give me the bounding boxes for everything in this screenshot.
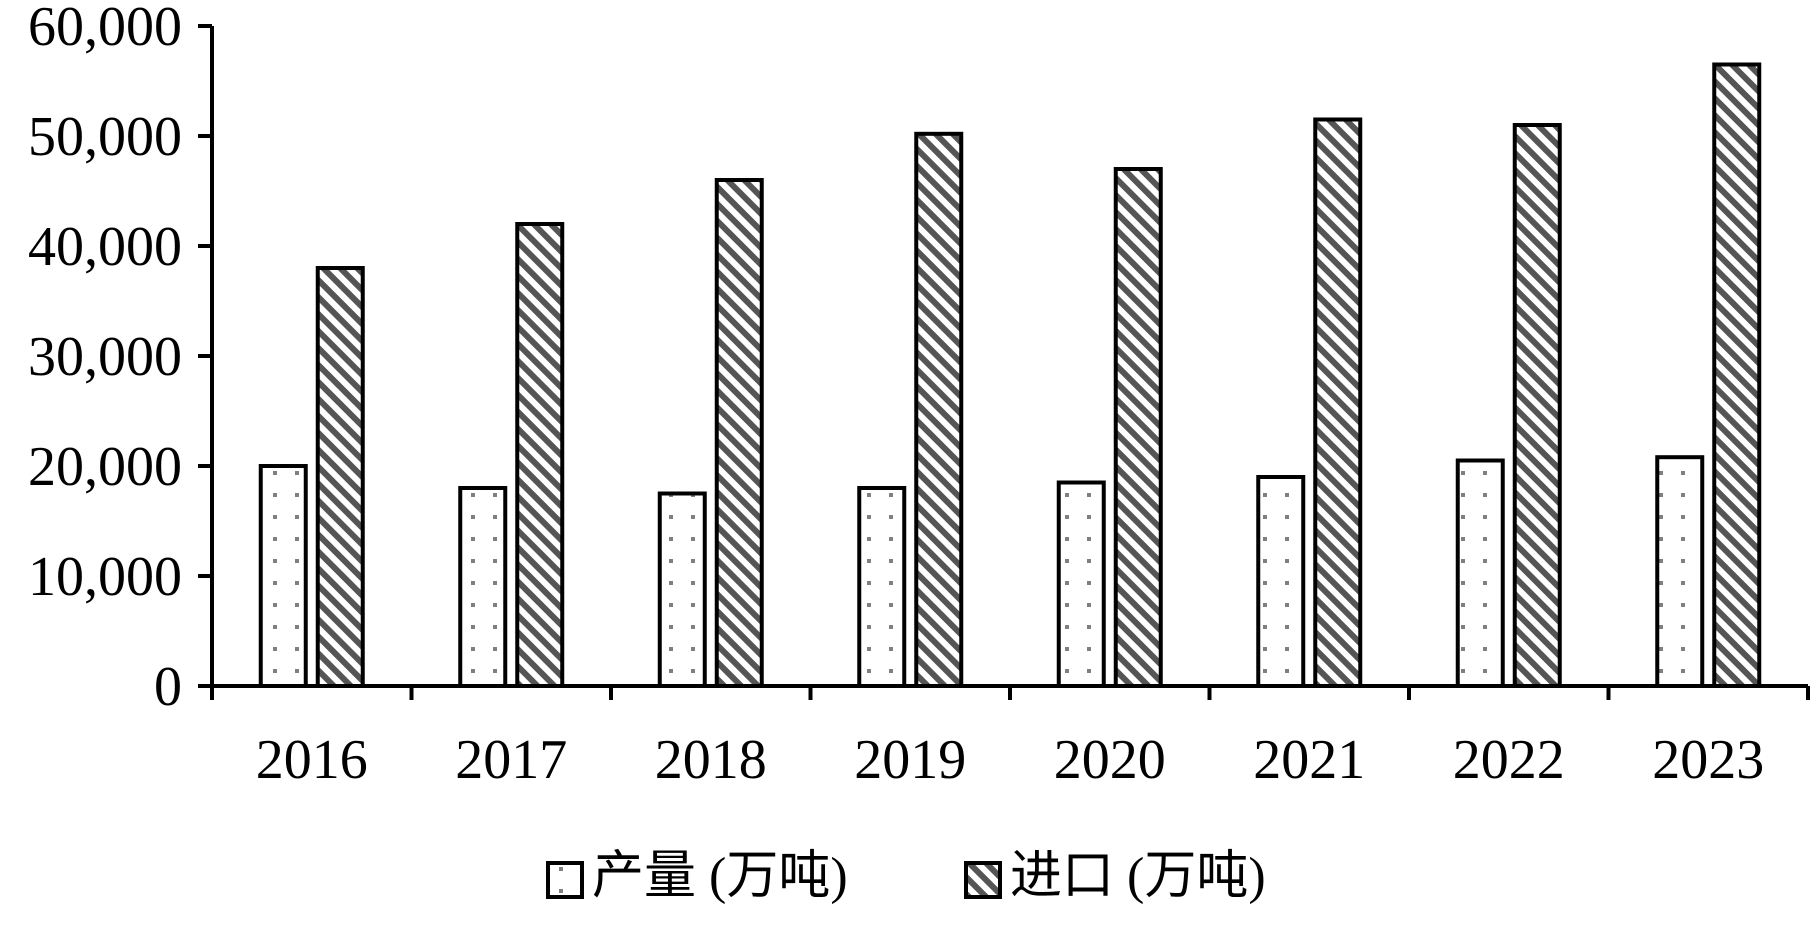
x-tick-label: 2020 (1054, 729, 1166, 791)
legend-swatch (546, 861, 584, 899)
x-tick-label: 2017 (455, 729, 567, 791)
bar-import-2017 (515, 222, 565, 688)
y-tick-label: 50,000 (28, 106, 182, 168)
bar-production-2022 (1455, 458, 1505, 688)
bar-production-2018 (657, 491, 707, 688)
bar-production-2020 (1056, 480, 1106, 688)
bar-import-2023 (1712, 62, 1762, 688)
y-tick-label: 0 (154, 656, 182, 718)
y-tick-label: 20,000 (28, 436, 182, 498)
bar-import-2020 (1113, 167, 1163, 688)
x-tick-label: 2019 (854, 729, 966, 791)
bar-import-2016 (315, 266, 365, 688)
legend-label: 产量 (万吨) (592, 848, 848, 905)
labels-layer: 0 10,000 20,000 30,000 40,000 50,000 60,000 201… (28, 0, 1764, 791)
x-tick-label: 2023 (1652, 729, 1764, 791)
bar-production-2016 (258, 464, 308, 688)
axes-layer (198, 24, 1810, 700)
y-tick-label: 40,000 (28, 216, 182, 278)
bar-import-2019 (914, 131, 964, 689)
bar-production-2021 (1256, 475, 1306, 688)
x-tick-label: 2018 (655, 729, 767, 791)
bar-production-2017 (458, 486, 508, 688)
legend-item: 产量 (万吨) (546, 848, 848, 905)
x-tick-label: 2016 (256, 729, 368, 791)
bar-production-2019 (857, 486, 907, 688)
bars-layer (258, 62, 1762, 689)
legend: 产量 (万吨) 进口 (万吨) (546, 848, 1266, 905)
y-tick-label: 30,000 (28, 326, 182, 388)
legend-label: 进口 (万吨) (1010, 848, 1266, 905)
legend-item: 进口 (万吨) (964, 848, 1266, 905)
bar-import-2018 (714, 178, 764, 688)
legend-swatch (964, 861, 1002, 899)
x-tick-label: 2021 (1253, 729, 1365, 791)
y-tick-label: 60,000 (28, 0, 182, 58)
y-tick-label: 10,000 (28, 546, 182, 608)
bar-import-2021 (1313, 117, 1363, 688)
bar-production-2023 (1655, 455, 1705, 689)
bar-import-2022 (1512, 123, 1562, 688)
x-tick-label: 2022 (1453, 729, 1565, 791)
